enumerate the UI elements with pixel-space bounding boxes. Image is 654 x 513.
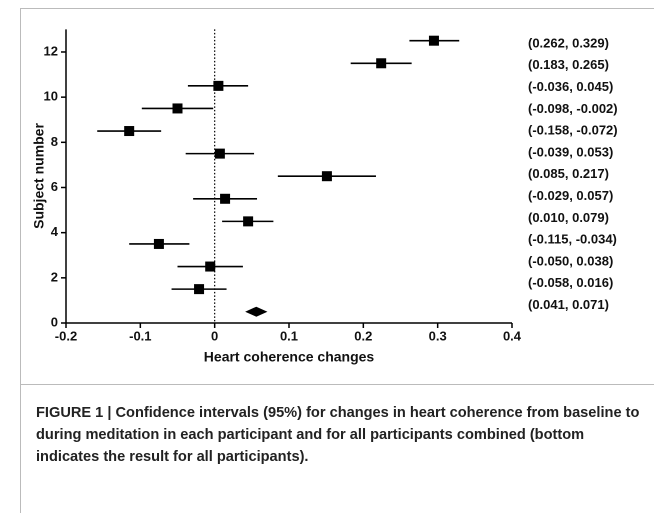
x-tick-label: 0 xyxy=(211,328,218,343)
y-tick-label: 6 xyxy=(51,179,58,194)
ci-label: (-0.050, 0.038) xyxy=(528,253,613,268)
point xyxy=(214,148,225,159)
ci-label: (-0.098, -0.002) xyxy=(528,101,618,116)
ci-label: (-0.036, 0.045) xyxy=(528,79,613,94)
ci-label: (0.183, 0.265) xyxy=(528,57,609,72)
y-tick-label: 0 xyxy=(51,314,58,329)
y-axis-label: Subject number xyxy=(31,123,47,229)
point xyxy=(153,238,164,249)
point xyxy=(243,216,254,227)
ci-label: (0.010, 0.079) xyxy=(528,210,609,225)
ci-label: (-0.029, 0.057) xyxy=(528,188,613,203)
x-tick-label: 0.1 xyxy=(280,328,298,343)
x-tick-label: -0.1 xyxy=(129,328,151,343)
point xyxy=(376,58,387,69)
x-tick-label: 0.3 xyxy=(429,328,447,343)
x-axis-label: Heart coherence changes xyxy=(204,349,375,365)
caption: FIGURE 1 | Confidence intervals (95%) fo… xyxy=(36,405,640,465)
y-tick-label: 12 xyxy=(44,43,58,58)
ci-label: (-0.039, 0.053) xyxy=(528,144,613,159)
point xyxy=(220,193,231,204)
point xyxy=(213,80,224,91)
y-tick-label: 10 xyxy=(44,89,58,104)
x-tick-label: 0.2 xyxy=(354,328,372,343)
combined-diamond xyxy=(245,306,268,317)
point xyxy=(194,284,205,295)
ci-label: (0.041, 0.071) xyxy=(528,297,609,312)
ci-label: (0.262, 0.329) xyxy=(528,35,609,50)
point xyxy=(124,126,135,137)
frame xyxy=(20,8,654,513)
x-tick-label: -0.2 xyxy=(55,328,77,343)
y-tick-label: 4 xyxy=(51,224,59,239)
point xyxy=(205,261,216,272)
x-tick-label: 0.4 xyxy=(503,328,522,343)
ci-label: (-0.115, -0.034) xyxy=(528,232,617,247)
y-tick-label: 2 xyxy=(51,269,58,284)
ci-label: (-0.158, -0.072) xyxy=(528,123,618,138)
ci-label: (0.085, 0.217) xyxy=(528,166,609,181)
point xyxy=(321,171,332,182)
point xyxy=(428,35,439,46)
y-tick-label: 8 xyxy=(51,134,58,149)
point xyxy=(172,103,183,114)
ci-label: (-0.058, 0.016) xyxy=(528,275,613,290)
